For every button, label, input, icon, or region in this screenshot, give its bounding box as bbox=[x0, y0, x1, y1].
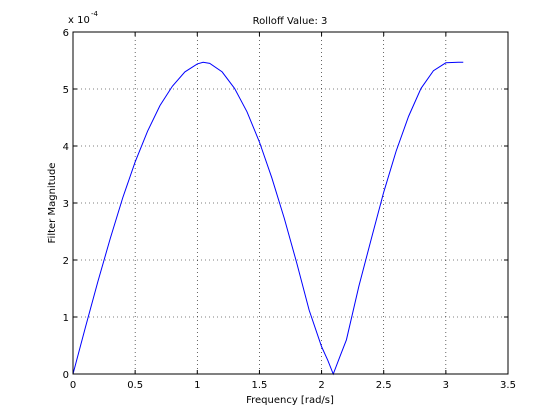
x-axis-label: Frequency [rad/s] bbox=[246, 395, 334, 406]
y-tick-label: 5 bbox=[63, 85, 69, 96]
y-scale-label: x 10 bbox=[68, 15, 90, 26]
x-tick-label: 2.5 bbox=[376, 380, 392, 391]
x-tick-label: 3 bbox=[443, 380, 449, 391]
x-tick-label: 1.5 bbox=[251, 380, 267, 391]
plot-area bbox=[73, 32, 508, 374]
y-tick-labels: 0 1 2 3 4 5 6 bbox=[63, 28, 69, 381]
y-tick-label: 4 bbox=[63, 142, 69, 153]
y-axis-label: Filter Magnitude bbox=[47, 163, 58, 244]
x-tick-label: 0.5 bbox=[127, 380, 143, 391]
series-layer bbox=[72, 61, 464, 376]
x-tick-label: 0 bbox=[70, 380, 76, 391]
series-line bbox=[72, 61, 464, 376]
y-scale-exponent: -4 bbox=[91, 10, 99, 18]
y-tick-label: 1 bbox=[63, 313, 69, 324]
chart-title: Rolloff Value: 3 bbox=[253, 16, 328, 27]
ticks bbox=[72, 31, 509, 375]
y-tick-label: 2 bbox=[63, 256, 69, 267]
y-tick-label: 0 bbox=[63, 370, 69, 381]
x-tick-label: 1 bbox=[194, 380, 200, 391]
y-tick-label: 3 bbox=[63, 199, 69, 210]
x-tick-labels: 0 0.5 1 1.5 2 2.5 3 3.5 bbox=[70, 380, 516, 391]
x-tick-label: 3.5 bbox=[500, 380, 516, 391]
y-tick-label: 6 bbox=[63, 28, 69, 39]
x-tick-label: 2 bbox=[318, 380, 324, 391]
grid bbox=[73, 32, 508, 374]
